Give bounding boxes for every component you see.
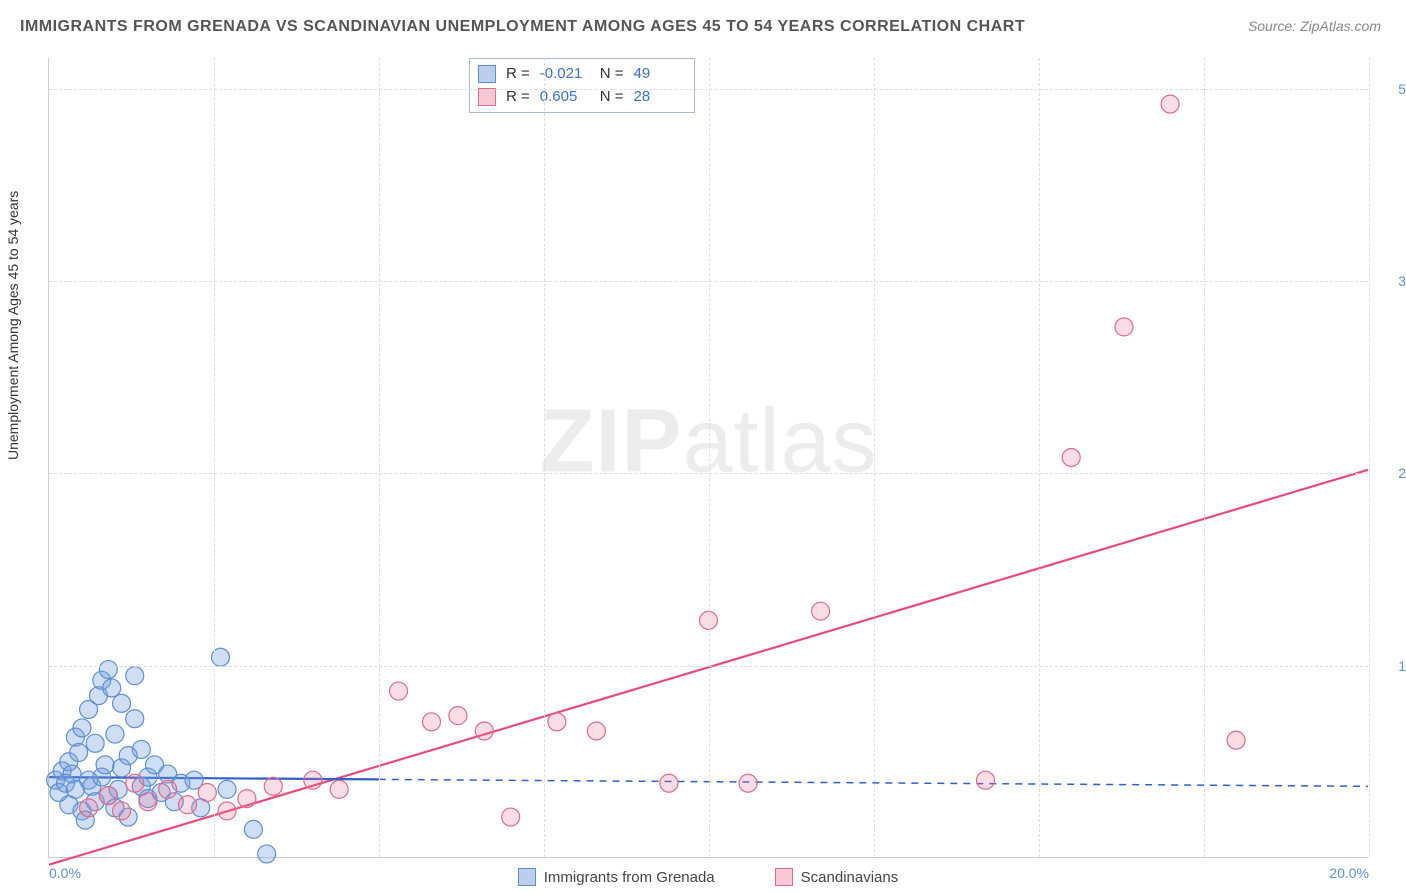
stat-n-label: N = [600,63,624,86]
bottom-legend: Immigrants from Grenada Scandinavians [48,868,1368,886]
stat-r-label: R = [506,63,530,86]
scatter-point-scandinavian [80,799,98,817]
scatter-point-scandinavian [264,777,282,795]
legend-swatch-blue [518,868,536,886]
gridline-vertical [874,58,875,857]
scatter-point-scandinavian [660,774,678,792]
scatter-point-scandinavian [113,802,131,820]
scatter-point-scandinavian [1115,318,1133,336]
scatter-point-scandinavian [1227,731,1245,749]
scatter-point-grenada [218,780,236,798]
scatter-point-grenada [96,756,114,774]
legend-swatch-pink [775,868,793,886]
y-tick-label: 25.0% [1378,465,1406,481]
scatter-point-grenada [258,845,276,863]
scatter-point-grenada [70,744,88,762]
scatter-point-scandinavian [126,774,144,792]
y-tick-label: 50.0% [1378,81,1406,97]
scatter-point-grenada [86,734,104,752]
legend-item: Scandinavians [775,868,899,886]
scatter-point-grenada [73,719,91,737]
source-attribution: Source: ZipAtlas.com [1248,18,1381,34]
scatter-point-grenada [244,820,262,838]
scatter-point-scandinavian [976,771,994,789]
gridline-vertical [1039,58,1040,857]
y-axis-label: Unemployment Among Ages 45 to 54 years [5,191,21,460]
chart-title: IMMIGRANTS FROM GRENADA VS SCANDINAVIAN … [20,18,1025,36]
scatter-point-grenada [132,740,150,758]
scatter-point-scandinavian [449,707,467,725]
stat-r-value: -0.021 [540,63,590,86]
scatter-point-scandinavian [502,808,520,826]
scatter-point-scandinavian [475,722,493,740]
scatter-point-grenada [126,710,144,728]
scatter-point-scandinavian [548,713,566,731]
scatter-point-scandinavian [390,682,408,700]
scatter-point-scandinavian [1161,95,1179,113]
legend-item: Immigrants from Grenada [518,868,715,886]
gridline-vertical [1369,58,1370,857]
scatter-point-scandinavian [179,796,197,814]
scatter-point-scandinavian [159,780,177,798]
scatter-point-grenada [106,725,124,743]
gridline-vertical [709,58,710,857]
scatter-point-scandinavian [423,713,441,731]
scatter-point-scandinavian [304,771,322,789]
scatter-point-grenada [103,679,121,697]
gridline-vertical [214,58,215,857]
scatter-point-scandinavian [330,780,348,798]
y-tick-label: 37.5% [1378,273,1406,289]
scatter-point-scandinavian [739,774,757,792]
scatter-point-scandinavian [587,722,605,740]
scatter-point-grenada [113,694,131,712]
scatter-point-grenada [99,661,117,679]
legend-swatch-pink [478,88,496,106]
gridline-vertical [1204,58,1205,857]
plot-area: ZIPatlas R =-0.021N =49R =0.605N =28 12.… [48,58,1368,858]
y-tick-label: 12.5% [1378,658,1406,674]
scatter-point-scandinavian [812,602,830,620]
scatter-point-scandinavian [238,790,256,808]
legend-swatch-blue [478,65,496,83]
scatter-point-scandinavian [99,787,117,805]
gridline-vertical [544,58,545,857]
scatter-point-scandinavian [218,802,236,820]
stats-row: R = -0.021 N = 49 [478,63,684,86]
stat-n-value: 49 [634,63,684,86]
legend-label: Scandinavians [801,869,899,886]
legend-label: Immigrants from Grenada [544,869,715,886]
scatter-point-scandinavian [1062,449,1080,467]
scatter-point-grenada [126,667,144,685]
scatter-point-scandinavian [139,793,157,811]
gridline-vertical [379,58,380,857]
stats-legend-box: R =-0.021N =49R =0.605N =28 [469,58,695,113]
